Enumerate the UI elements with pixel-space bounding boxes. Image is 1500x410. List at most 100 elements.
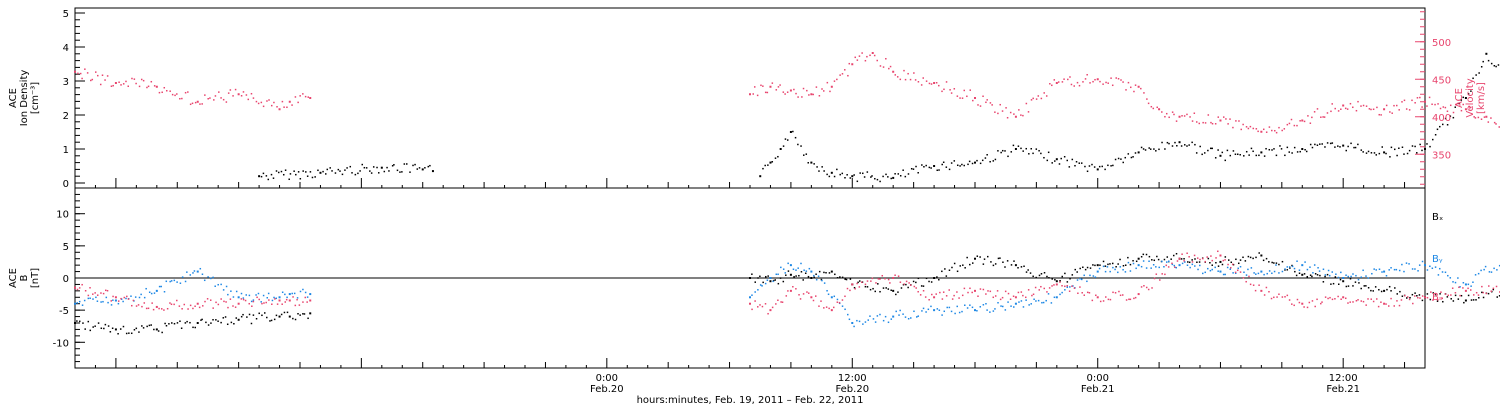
bz-point bbox=[814, 295, 817, 297]
by-point bbox=[186, 271, 188, 273]
x-tick-date-label: Feb.20 bbox=[590, 384, 624, 395]
by-point bbox=[1286, 266, 1289, 268]
bz-point bbox=[832, 306, 835, 309]
by-point bbox=[81, 304, 84, 306]
density-point bbox=[1467, 93, 1470, 95]
velocity-point bbox=[1449, 104, 1452, 107]
by-point bbox=[803, 269, 805, 271]
by-point bbox=[275, 297, 278, 300]
bz-point bbox=[268, 299, 270, 301]
velocity-tick-label: 450 bbox=[1432, 75, 1451, 86]
bx-point bbox=[754, 281, 756, 283]
by-point bbox=[1411, 268, 1414, 270]
bz-point bbox=[1355, 299, 1358, 302]
bx-point bbox=[971, 262, 974, 264]
bx-point bbox=[1211, 264, 1213, 266]
velocity-point bbox=[797, 96, 799, 98]
velocity-point bbox=[1227, 123, 1229, 125]
bz-point bbox=[1276, 296, 1278, 298]
density-point bbox=[967, 163, 969, 166]
bx-point bbox=[1394, 287, 1396, 289]
velocity-point bbox=[227, 92, 230, 94]
by-point bbox=[810, 270, 813, 273]
by-point bbox=[1092, 275, 1095, 277]
bz-point bbox=[1199, 258, 1201, 261]
bx-point bbox=[1055, 280, 1058, 283]
density-point bbox=[961, 163, 963, 166]
bx-point bbox=[1463, 301, 1465, 304]
by-point bbox=[1022, 306, 1025, 308]
bx-point bbox=[270, 319, 273, 322]
bz-point bbox=[1444, 293, 1447, 295]
density-point bbox=[412, 164, 414, 167]
bx-point bbox=[1273, 262, 1275, 264]
velocity-point bbox=[1460, 109, 1463, 112]
velocity-point bbox=[889, 65, 892, 68]
velocity-point bbox=[1043, 92, 1045, 94]
by-point bbox=[792, 268, 795, 271]
bz-point bbox=[1459, 294, 1461, 297]
by-point bbox=[997, 301, 999, 304]
velocity-point bbox=[288, 100, 291, 103]
bx-point bbox=[1268, 261, 1270, 263]
velocity-point bbox=[270, 104, 273, 107]
bz-point bbox=[1417, 296, 1419, 299]
velocity-point bbox=[81, 77, 83, 80]
by-point bbox=[1335, 273, 1337, 275]
by-point bbox=[841, 305, 844, 307]
by-point bbox=[1112, 266, 1114, 269]
by-point bbox=[1490, 271, 1493, 273]
bx-point bbox=[944, 268, 946, 270]
velocity-point bbox=[1307, 115, 1309, 117]
bx-point bbox=[212, 319, 214, 321]
bx-point bbox=[1411, 293, 1414, 296]
velocity-point bbox=[150, 80, 153, 83]
bx-point bbox=[798, 274, 800, 277]
velocity-point bbox=[1421, 106, 1423, 108]
density-point bbox=[1378, 152, 1381, 155]
bx-point bbox=[275, 314, 278, 317]
bz-point bbox=[110, 300, 112, 302]
density-point bbox=[810, 161, 813, 164]
by-point bbox=[921, 310, 923, 312]
bx-point bbox=[1092, 264, 1094, 266]
density-point bbox=[818, 170, 820, 172]
density-point bbox=[1497, 64, 1500, 66]
density-point bbox=[1243, 155, 1245, 157]
bz-point bbox=[941, 298, 944, 300]
density-point bbox=[1339, 146, 1341, 148]
density-point bbox=[1434, 134, 1437, 136]
bx-point bbox=[1452, 300, 1455, 302]
by-point bbox=[1340, 271, 1342, 274]
velocity-point bbox=[1117, 77, 1120, 80]
bz-point bbox=[1022, 294, 1024, 297]
bz-point bbox=[196, 302, 199, 305]
bx-point bbox=[1163, 258, 1166, 261]
density-point bbox=[1370, 152, 1373, 154]
density-point bbox=[782, 145, 785, 147]
bz-point bbox=[810, 296, 813, 299]
by-point bbox=[1037, 299, 1040, 302]
b-tick-label: -10 bbox=[53, 338, 69, 349]
by-point bbox=[950, 310, 953, 313]
by-point bbox=[805, 270, 808, 272]
bx-point bbox=[1209, 262, 1211, 264]
density-point bbox=[1153, 148, 1155, 150]
bx-point bbox=[948, 269, 951, 271]
by-point bbox=[192, 272, 194, 274]
velocity-point bbox=[1240, 128, 1242, 131]
velocity-point bbox=[99, 83, 102, 86]
bz-point bbox=[1217, 250, 1219, 253]
by-point bbox=[155, 289, 158, 292]
bz-point bbox=[220, 298, 222, 300]
bx-point bbox=[1082, 266, 1084, 269]
density-point bbox=[267, 178, 270, 181]
bottom-panel-marks bbox=[74, 250, 1500, 335]
by-point bbox=[867, 319, 869, 321]
velocity-point bbox=[237, 93, 240, 96]
velocity-point bbox=[764, 91, 767, 94]
by-point bbox=[1462, 281, 1465, 284]
velocity-point bbox=[1086, 73, 1088, 76]
bz-point bbox=[871, 277, 874, 280]
bz-point bbox=[935, 293, 937, 295]
